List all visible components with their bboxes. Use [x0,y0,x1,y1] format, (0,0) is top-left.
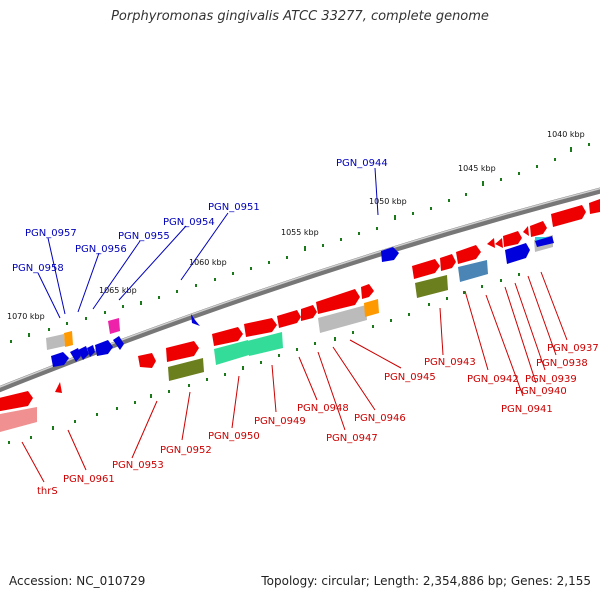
forward-genes [0,199,600,412]
gene-label[interactable]: PGN_0951 [208,202,260,213]
gene-arrow[interactable] [495,238,503,248]
lower-scale [8,273,520,444]
gene-arrow[interactable] [503,231,522,247]
gene-label[interactable]: PGN_0941 [501,404,553,415]
scale-label: 1050 kbp [369,197,407,206]
gene-label[interactable]: PGN_0944 [336,158,388,169]
gene-label[interactable]: PGN_0940 [515,386,567,397]
gene-label[interactable]: PGN_0947 [326,433,378,444]
gene-label[interactable]: PGN_0952 [160,445,212,456]
scale-label: 1070 kbp [7,312,45,321]
gene-arrow[interactable] [487,238,495,248]
gene-label[interactable]: PGN_0946 [354,413,406,424]
scale-label: 1045 kbp [458,164,496,173]
feature-block[interactable] [415,275,448,298]
gene-arrow[interactable] [551,205,586,227]
gene-label[interactable]: PGN_0948 [297,403,349,414]
feature-block[interactable] [458,260,488,282]
gene-arrow[interactable] [505,243,530,264]
feature-block[interactable] [64,331,73,347]
reverse-genes [51,236,554,367]
gene-arrow[interactable] [301,305,317,321]
gene-arrow[interactable] [55,382,62,393]
gene-label[interactable]: PGN_0953 [112,460,164,471]
gene-arrow[interactable] [523,226,529,236]
gene-arrow[interactable] [381,247,399,262]
feature-block[interactable] [0,407,37,432]
feature-block[interactable] [168,358,204,381]
gene-arrow[interactable] [51,352,69,367]
upper-scale [10,143,590,343]
gene-arrow[interactable] [166,341,199,362]
gene-arrow[interactable] [412,259,440,279]
upper-leaders [37,167,379,319]
gene-arrow[interactable] [212,327,243,346]
gene-arrow[interactable] [244,318,277,337]
gene-arrow[interactable] [440,254,456,271]
gene-label[interactable]: PGN_0954 [163,217,215,228]
gene-arrow[interactable] [361,284,374,299]
gene-label[interactable]: PGN_0938 [536,358,588,369]
gene-label[interactable]: PGN_0945 [384,372,436,383]
gene-label[interactable]: thrS [37,486,58,497]
gene-label[interactable]: PGN_0958 [12,263,64,274]
feature-block[interactable] [214,340,249,365]
feature-block[interactable] [46,334,65,350]
gene-label[interactable]: PGN_0943 [424,357,476,368]
feature-block[interactable] [318,305,367,333]
gene-arrow[interactable] [535,236,554,247]
gene-label[interactable]: PGN_0957 [25,228,77,239]
gene-arrow[interactable] [191,314,200,326]
gene-arrow[interactable] [456,245,481,264]
gene-label[interactable]: PGN_0949 [254,416,306,427]
topology-label: Topology: circular; Length: 2,354,886 bp… [261,574,591,588]
gene-arrow[interactable] [316,289,360,314]
gene-label[interactable]: PGN_0950 [208,431,260,442]
gene-label[interactable]: PGN_0956 [75,244,127,255]
scale-label: 1055 kbp [281,228,319,237]
feature-block[interactable] [108,318,120,334]
gene-arrow[interactable] [87,345,95,357]
gene-label[interactable]: PGN_0955 [118,231,170,242]
gene-arrow[interactable] [530,221,547,237]
feature-block[interactable] [364,299,379,317]
gene-label[interactable]: PGN_0942 [467,374,519,385]
gene-label[interactable]: PGN_0939 [525,374,577,385]
gene-arrow[interactable] [95,340,113,356]
map-title: Porphyromonas gingivalis ATCC 33277, com… [111,9,489,24]
feature-blocks [0,235,553,432]
gene-arrow[interactable] [277,310,301,328]
genome-backbone [0,187,600,393]
scale-label: 1060 kbp [189,258,227,267]
feature-block[interactable] [247,332,283,356]
accession-label: Accession: NC_010729 [9,574,146,588]
gene-label[interactable]: PGN_0961 [63,474,115,485]
gene-arrow[interactable] [113,336,124,350]
gene-arrow[interactable] [138,353,156,368]
gene-arrow[interactable] [70,348,81,362]
lower-leaders [21,271,568,483]
scale-label: 1040 kbp [547,130,585,139]
gene-arrow[interactable] [0,391,33,412]
gene-label[interactable]: PGN_0937 [547,343,599,354]
gene-arrow[interactable] [589,199,600,214]
gene-arrow[interactable] [78,346,89,360]
scale-label: 1065 kbp [99,286,137,295]
